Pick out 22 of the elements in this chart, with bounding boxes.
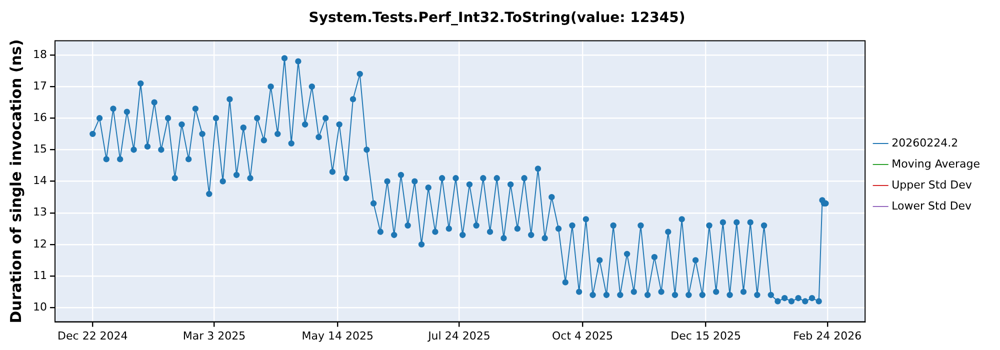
- y-tick-label: 13: [32, 206, 47, 219]
- legend-label: Moving Average: [892, 157, 980, 170]
- chart-title: System.Tests.Perf_Int32.ToString(value: 12345): [308, 10, 686, 26]
- x-tick-label: Oct 4 2025: [552, 329, 614, 342]
- legend-label: 20260224.2: [892, 136, 958, 150]
- y-tick-label: 10: [32, 300, 47, 314]
- y-tick-label: 14: [32, 174, 47, 188]
- y-tick-label: 17: [32, 79, 47, 92]
- x-tick-label: Jul 24 2025: [427, 329, 490, 342]
- x-tick-label: Dec 22 2024: [58, 329, 128, 342]
- x-tick-label: Mar 3 2025: [182, 329, 246, 342]
- x-tick-label: May 14 2025: [302, 329, 374, 342]
- y-axis-title: Duration of single invocation (ns): [6, 39, 25, 324]
- legend-label: Upper Std Dev: [892, 178, 972, 192]
- y-tick-label: 11: [32, 268, 47, 282]
- y-tick-label: 12: [32, 237, 47, 250]
- x-tick-label: Feb 24 2026: [793, 329, 862, 342]
- x-tick-label: Dec 15 2025: [670, 329, 741, 342]
- y-tick-label: 16: [32, 111, 47, 124]
- legend-label: Lower Std Dev: [892, 199, 972, 212]
- y-tick-label: 18: [32, 48, 47, 61]
- y-tick-label: 15: [32, 142, 47, 156]
